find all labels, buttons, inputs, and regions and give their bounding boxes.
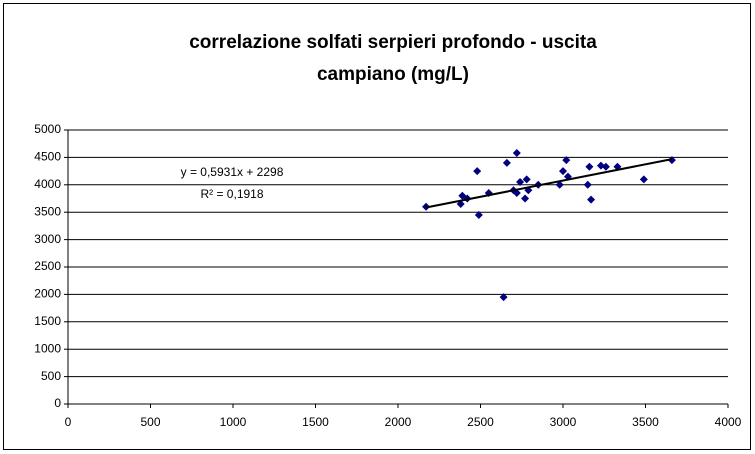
point <box>583 180 592 189</box>
chart-title: correlazione solfati serpieri profondo -… <box>189 32 597 53</box>
point <box>555 180 564 189</box>
y-tick-label: 1000 <box>34 341 61 355</box>
y-tick-label: 2000 <box>34 287 61 301</box>
point <box>474 210 483 219</box>
point <box>639 175 648 184</box>
point <box>562 156 571 165</box>
trend-equation: y = 0,5931x + 2298 <box>181 165 284 179</box>
y-tick-label: 2500 <box>34 259 61 273</box>
x-tick-label: 4000 <box>715 415 742 429</box>
chart-title: campiano (mg/L) <box>317 64 469 85</box>
point <box>559 167 567 176</box>
point <box>512 149 521 158</box>
chart-frame <box>3 3 751 450</box>
y-tick-label: 500 <box>41 369 61 383</box>
y-tick-label: 4500 <box>34 150 61 164</box>
point <box>522 175 531 184</box>
point <box>601 162 610 171</box>
point <box>667 156 676 165</box>
point <box>502 158 511 167</box>
point <box>473 167 482 176</box>
x-tick-label: 3000 <box>550 415 577 429</box>
y-tick-label: 3000 <box>34 232 61 246</box>
x-tick-label: 0 <box>65 415 72 429</box>
x-tick-label: 1500 <box>302 415 329 429</box>
y-tick-label: 0 <box>54 396 61 410</box>
x-tick-label: 2000 <box>385 415 412 429</box>
point <box>499 293 508 302</box>
point <box>587 195 596 204</box>
y-tick-label: 1500 <box>34 314 61 328</box>
y-tick-label: 5000 <box>34 122 61 136</box>
point <box>585 162 594 171</box>
x-tick-label: 1000 <box>220 415 247 429</box>
point <box>516 178 525 187</box>
y-tick-label: 4000 <box>34 177 61 191</box>
x-tick-label: 3500 <box>632 415 659 429</box>
trend-r2: R² = 0,1918 <box>200 187 263 201</box>
x-tick-label: 500 <box>140 415 160 429</box>
point <box>521 194 530 203</box>
trendline <box>425 158 673 209</box>
y-tick-label: 3500 <box>34 204 61 218</box>
x-tick-label: 2500 <box>467 415 494 429</box>
